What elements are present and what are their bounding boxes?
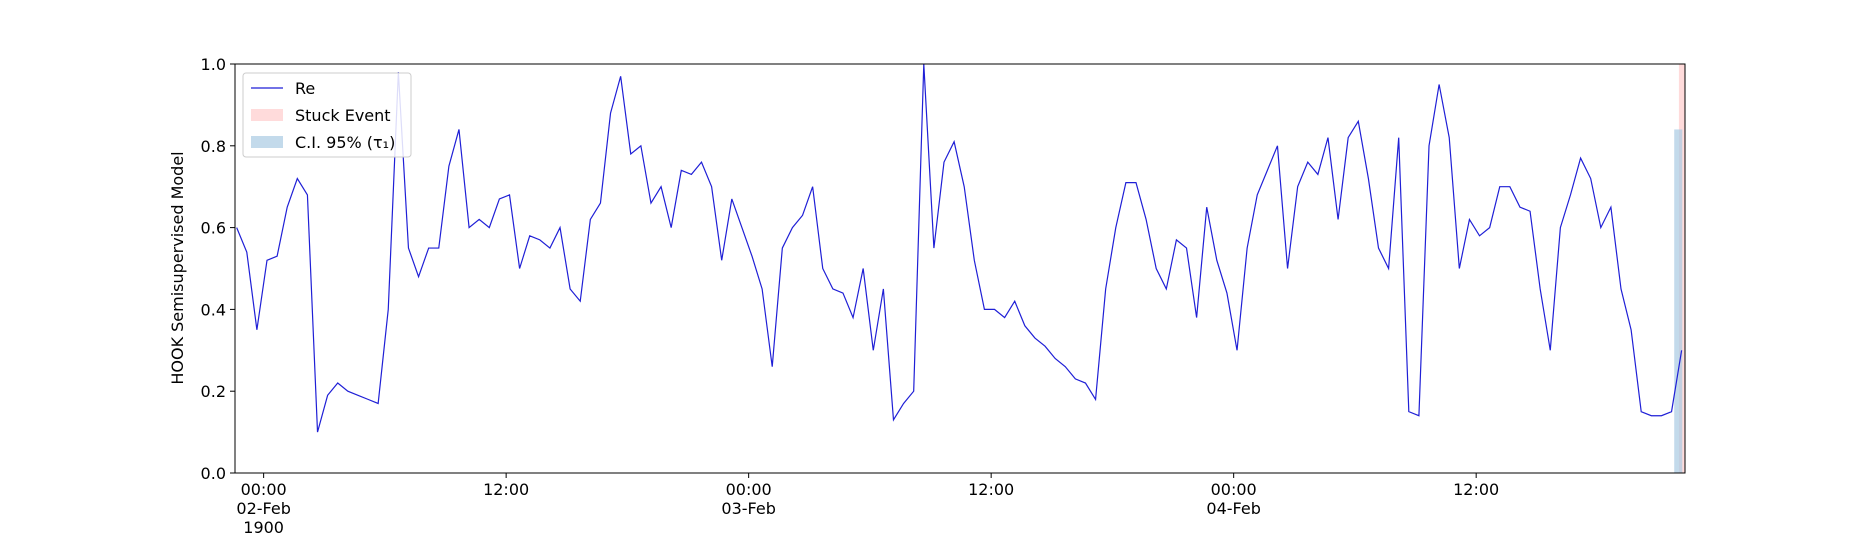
x-tick-label: 00:00 03-Feb — [721, 480, 776, 518]
x-tick-label: 12:00 — [1453, 480, 1500, 499]
legend-swatch — [251, 136, 283, 148]
chart: HOOK Semisupervised Model 0.0 0.2 0.4 0.6 0.… — [168, 55, 1686, 483]
y-tick-label: 1.0 — [201, 55, 226, 74]
y-tick-label: 0.0 — [201, 464, 226, 483]
y-tick-label: 0.6 — [201, 219, 226, 238]
plot-frame — [234, 63, 1686, 474]
x-tick-label: 12:00 — [483, 480, 530, 499]
legend-box — [242, 72, 412, 158]
legend-label: Re — [295, 79, 315, 98]
page: {"chart_data": {"type": "line", "ylabel"… — [168, 55, 1686, 537]
line — [236, 63, 1683, 433]
x-tick-label: 12:00 — [968, 480, 1015, 499]
legend: Re Stuck Event C.I. 95% (τ₁) — [242, 72, 412, 158]
x-tick-label: 00:00 02-Feb 1900 — [236, 480, 291, 537]
y-tick-label: 0.8 — [201, 137, 226, 156]
y-axis-label: HOOK Semisupervised Model — [168, 151, 187, 384]
y-tick-label: 0.2 — [201, 382, 226, 401]
x-tick-label: 00:00 04-Feb — [1206, 480, 1261, 518]
page-body: HOOK Semisupervised Model 0.0 0.2 0.4 0.6 0.… — [168, 55, 1686, 537]
legend-label: C.I. 95% (τ₁) — [295, 133, 395, 152]
y-tick-label: 0.4 — [201, 300, 226, 319]
legend-swatch — [251, 109, 283, 121]
legend-label: Stuck Event — [295, 106, 391, 125]
span — [1674, 129, 1683, 473]
